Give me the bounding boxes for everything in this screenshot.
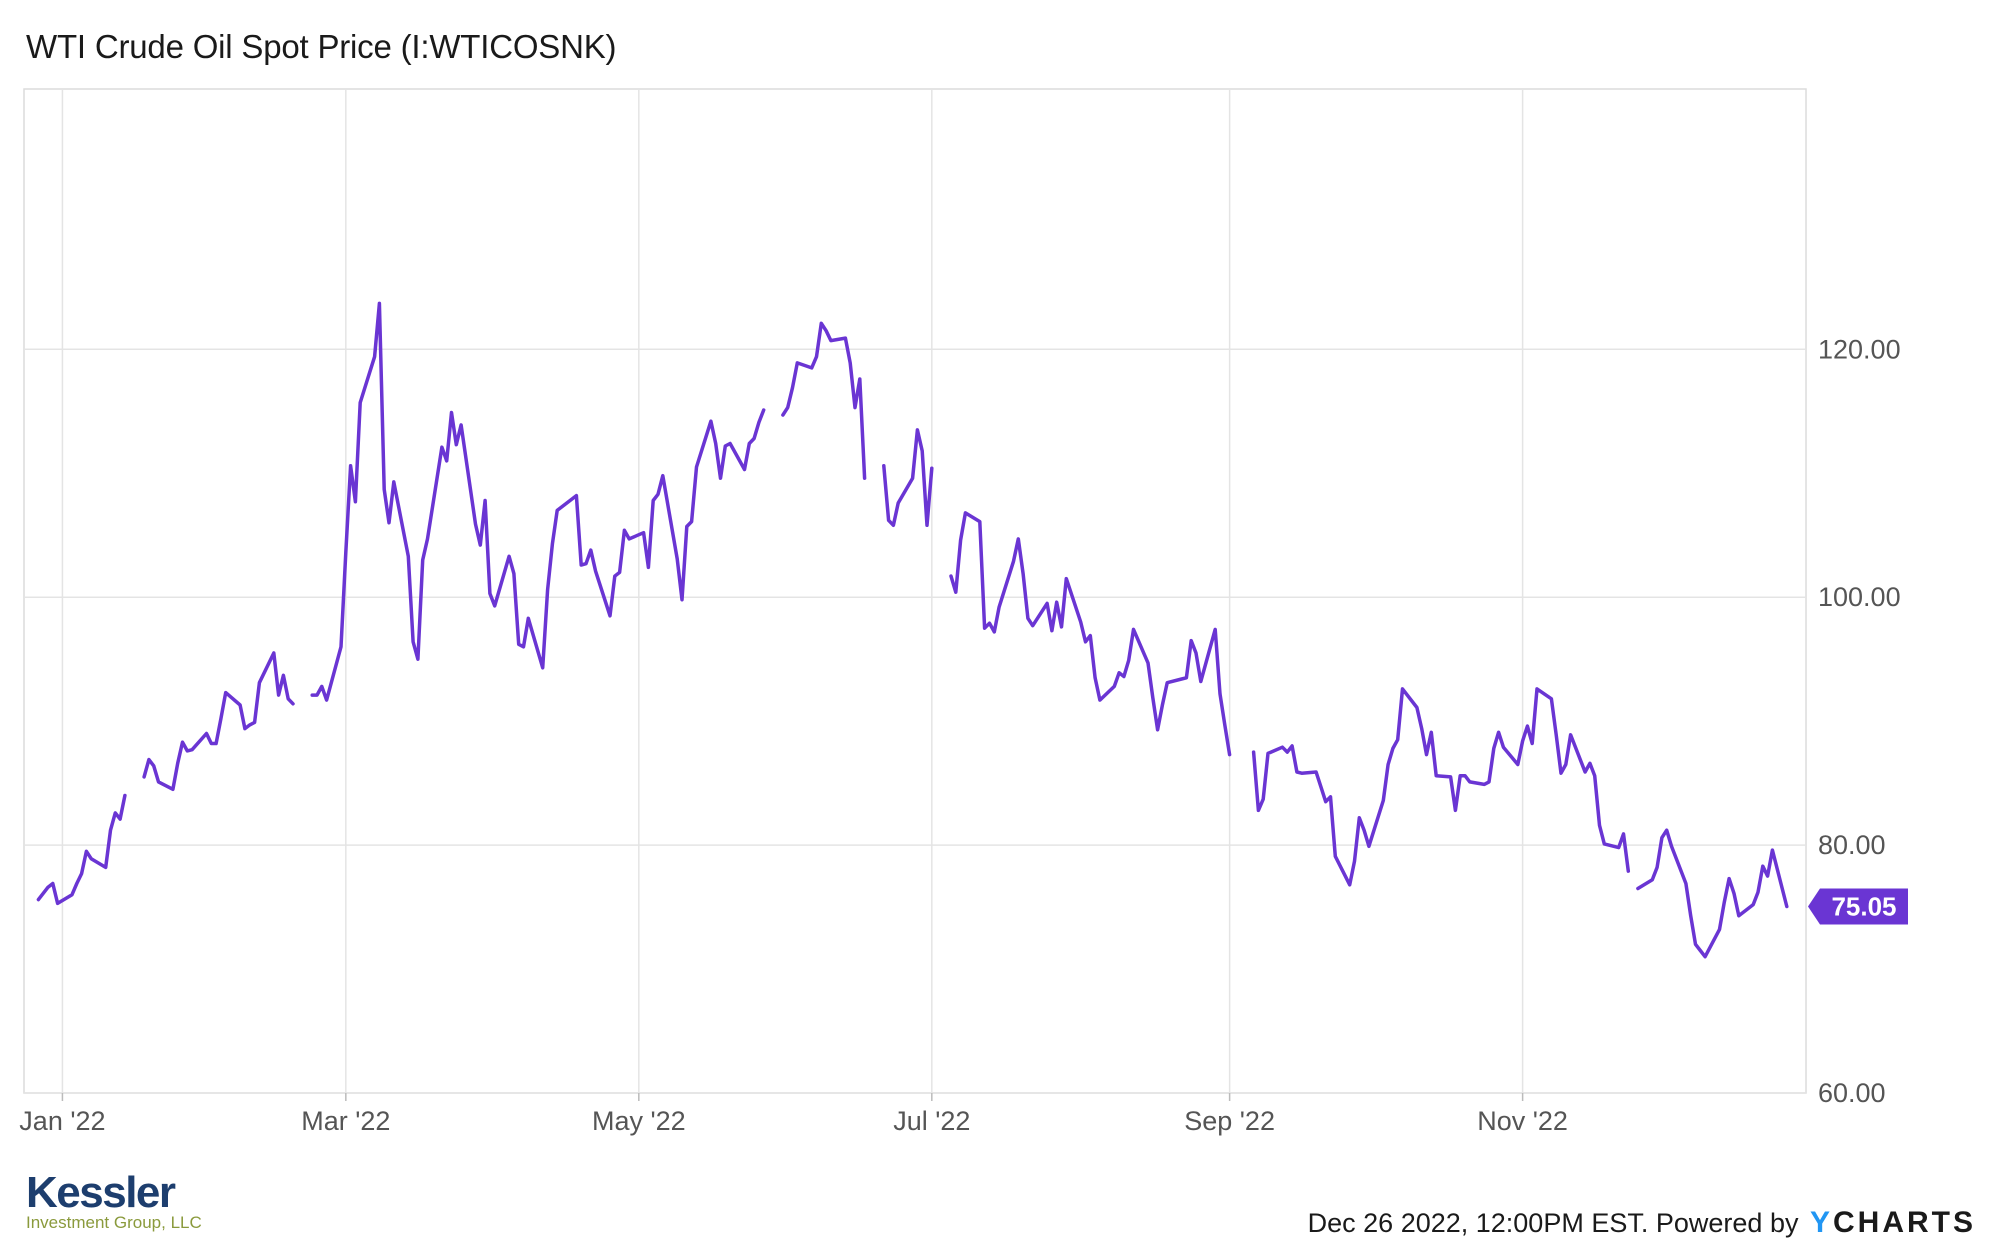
ycharts-logo-y: Y <box>1809 1206 1833 1239</box>
ycharts-logo-text: CHARTS <box>1833 1206 1976 1239</box>
series-line-segment <box>310 301 766 702</box>
series-line-segment <box>142 651 295 792</box>
y-tick-label: 100.00 <box>1818 582 1901 612</box>
x-tick-label: Jan '22 <box>19 1106 105 1136</box>
series-line-segment <box>781 321 867 480</box>
y-tick-label: 80.00 <box>1818 830 1886 860</box>
x-tick-label: Sep '22 <box>1184 1106 1275 1136</box>
logo-subtitle: Investment Group, LLC <box>26 1213 202 1232</box>
axes: 60.00 80.00 100.00 120.00 Jan '22 Mar '22 May … <box>19 334 1900 1136</box>
y-tick-label: 120.00 <box>1818 334 1901 364</box>
series-line-segment <box>882 428 934 528</box>
price-line <box>36 301 1789 959</box>
x-tick-label: Mar '22 <box>301 1106 390 1136</box>
series-line-segment <box>1636 828 1789 959</box>
series-line-segment <box>1251 687 1631 887</box>
footer: Dec 26 2022, 12:00PM EST. Powered by YCH… <box>1308 1206 1976 1240</box>
x-tick-label: May '22 <box>592 1106 686 1136</box>
series-line-segment <box>36 793 127 906</box>
grid <box>23 88 1807 1094</box>
chart-title: WTI Crude Oil Spot Price (I:WTICOSNK) <box>26 28 617 65</box>
x-tick-label: Jul '22 <box>893 1106 970 1136</box>
plot-frame <box>23 88 1807 1094</box>
kessler-logo: Kessler Investment Group, LLC <box>26 1168 202 1232</box>
powered-by-label: Powered by <box>1655 1208 1799 1238</box>
x-tick-label: Nov '22 <box>1477 1106 1568 1136</box>
last-value-badge: 75.05 <box>1808 888 1908 925</box>
y-tick-label: 60.00 <box>1818 1078 1886 1108</box>
timestamp: Dec 26 2022, 12:00PM EST. <box>1307 1208 1649 1238</box>
last-value-label: 75.05 <box>1831 891 1896 921</box>
series-line-segment <box>949 511 1232 757</box>
last-value-badge-shape <box>1808 888 1908 925</box>
ycharts-logo[interactable]: YCHARTS <box>1810 1206 1976 1239</box>
logo-name: Kessler <box>26 1168 176 1217</box>
